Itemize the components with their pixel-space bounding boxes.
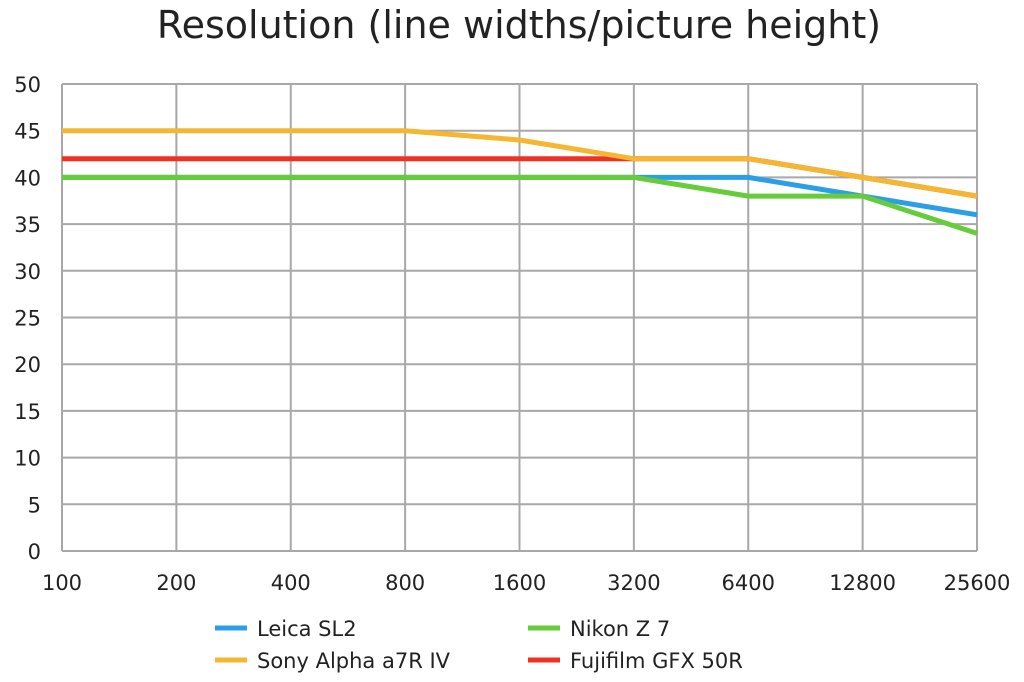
x-tick-label: 200	[156, 571, 196, 595]
series-line-sony-alpha-a7r-iv	[62, 128, 978, 199]
x-tick-label: 12800	[829, 571, 896, 595]
x-tick-label: 100	[42, 571, 82, 595]
x-tick-label: 3200	[607, 571, 660, 595]
series-lines	[62, 128, 978, 236]
y-tick-label: 50	[14, 73, 41, 97]
x-tick-label: 25600	[944, 571, 1011, 595]
y-tick-label: 45	[14, 120, 41, 144]
y-axis-ticks: 0 5 10 15 20 25 30 35 40 45 50	[14, 73, 41, 564]
x-tick-label: 6400	[722, 571, 775, 595]
y-tick-label: 25	[14, 307, 41, 331]
y-tick-label: 30	[14, 260, 41, 284]
chart-title: Resolution (line widths/picture height)	[157, 3, 881, 47]
legend-label-fujifilm-gfx-50r: Fujifilm GFX 50R	[570, 649, 743, 673]
y-tick-label: 15	[14, 400, 41, 424]
y-tick-label: 0	[28, 540, 41, 564]
x-tick-label: 800	[385, 571, 425, 595]
x-tick-label: 1600	[493, 571, 546, 595]
legend: Leica SL2 Nikon Z 7 Sony Alpha a7R IV Fujif…	[215, 617, 743, 673]
series-line-nikon-z-7	[62, 174, 978, 236]
y-tick-label: 20	[14, 353, 41, 377]
y-tick-label: 10	[14, 447, 41, 471]
legend-label-sony-alpha-a7r-iv: Sony Alpha a7R IV	[257, 649, 451, 673]
legend-label-leica-sl2: Leica SL2	[257, 617, 357, 641]
x-tick-label: 400	[271, 571, 311, 595]
x-axis-ticks: 100 200 400 800 1600 3200 6400 12800 25600	[42, 571, 1010, 595]
legend-label-nikon-z-7: Nikon Z 7	[570, 617, 670, 641]
grid	[61, 83, 978, 552]
y-tick-label: 35	[14, 213, 41, 237]
y-tick-label: 5	[28, 493, 41, 517]
y-tick-label: 40	[14, 166, 41, 190]
